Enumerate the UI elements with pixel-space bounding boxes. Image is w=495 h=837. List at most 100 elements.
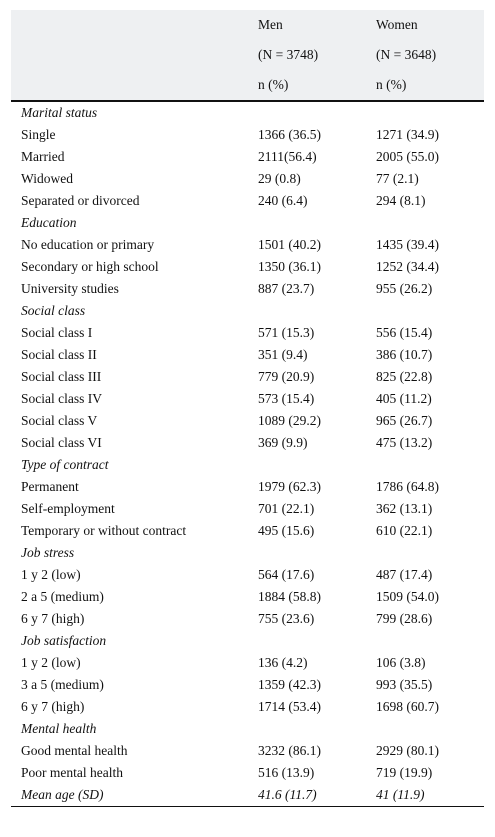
table-row: Temporary or without contract 495 (15.6) 6… — [11, 520, 484, 542]
header-men-unit: n (%) — [257, 70, 375, 102]
women-value: 77 (2.1) — [376, 171, 419, 186]
men-value: 1979 (62.3) — [258, 479, 321, 494]
women-value: 1698 (60.7) — [376, 699, 439, 714]
row-label: 2 a 5 (medium) — [21, 589, 104, 604]
row-label: University studies — [21, 281, 119, 296]
women-value: 362 (13.1) — [376, 501, 433, 516]
table-row: Poor mental health 516 (13.9) 719 (19.9) — [11, 762, 484, 784]
header-empty-cell — [11, 70, 257, 102]
women-value: 386 (10.7) — [376, 347, 433, 362]
row-label: Good mental health — [21, 743, 128, 758]
women-value: 825 (22.8) — [376, 369, 433, 384]
men-value: 1089 (29.2) — [258, 413, 321, 428]
row-label: 6 y 7 (high) — [21, 699, 85, 714]
demographics-table: Men Women (N = 3748) (N = 3648) n (%) n … — [11, 10, 484, 807]
men-value: 573 (15.4) — [258, 391, 315, 406]
row-label: Mean age (SD) — [11, 784, 257, 807]
women-value: 799 (28.6) — [376, 611, 433, 626]
row-label: Married — [21, 149, 65, 164]
section-label: Education — [21, 215, 77, 230]
women-value: 475 (13.2) — [376, 435, 433, 450]
women-value: 556 (15.4) — [376, 325, 433, 340]
table-row: Widowed 29 (0.8) 77 (2.1) — [11, 168, 484, 190]
row-label: 3 a 5 (medium) — [21, 677, 104, 692]
table-row: 6 y 7 (high) 1714 (53.4) 1698 (60.7) — [11, 696, 484, 718]
section-header-row: Marital status — [11, 101, 484, 124]
row-label: No education or primary — [21, 237, 155, 252]
header-row-n: (N = 3748) (N = 3648) — [11, 40, 484, 70]
women-value: 1435 (39.4) — [376, 237, 439, 252]
women-value: 106 (3.8) — [376, 655, 426, 670]
table-row: 1 y 2 (low) 136 (4.2) 106 (3.8) — [11, 652, 484, 674]
row-label: Social class III — [21, 369, 102, 384]
men-value: 571 (15.3) — [258, 325, 315, 340]
table-row: Social class I 571 (15.3) 556 (15.4) — [11, 322, 484, 344]
section-header-row: Education — [11, 212, 484, 234]
men-value: 136 (4.2) — [258, 655, 308, 670]
men-value: 1501 (40.2) — [258, 237, 321, 252]
header-empty-cell — [11, 40, 257, 70]
women-value: 405 (11.2) — [376, 391, 432, 406]
table-header: Men Women (N = 3748) (N = 3648) n (%) n … — [11, 10, 484, 102]
men-value: 1884 (58.8) — [258, 589, 321, 604]
women-value: 1252 (34.4) — [376, 259, 439, 274]
row-label: Separated or divorced — [21, 193, 140, 208]
women-value: 41 (11.9) — [375, 784, 484, 807]
men-value: 887 (23.7) — [258, 281, 315, 296]
women-value: 719 (19.9) — [376, 765, 433, 780]
table-row: Secondary or high school 1350 (36.1) 1252 … — [11, 256, 484, 278]
women-value: 2929 (80.1) — [376, 743, 439, 758]
table-row: Mean age (SD) 41.6 (11.7) 41 (11.9) — [11, 784, 484, 807]
header-men-n: (N = 3748) — [258, 47, 319, 62]
men-value: 3232 (86.1) — [258, 743, 321, 758]
men-value: 1350 (36.1) — [258, 259, 321, 274]
section-label: Marital status — [21, 105, 98, 120]
section-label: Job stress — [21, 545, 75, 560]
men-value: 701 (22.1) — [258, 501, 315, 516]
row-label: Single — [21, 127, 56, 142]
row-label: Social class VI — [21, 435, 102, 450]
row-label: Temporary or without contract — [21, 523, 187, 538]
row-label: Widowed — [21, 171, 73, 186]
section-header-row: Mental health — [11, 718, 484, 740]
header-women-unit: n (%) — [375, 70, 484, 102]
women-value: 993 (35.5) — [376, 677, 433, 692]
header-row-unit: n (%) n (%) — [11, 70, 484, 102]
women-value: 2005 (55.0) — [376, 149, 439, 164]
table-row: Social class V 1089 (29.2) 965 (26.7) — [11, 410, 484, 432]
table-row: University studies 887 (23.7) 955 (26.2) — [11, 278, 484, 300]
table-row: Social class III 779 (20.9) 825 (22.8) — [11, 366, 484, 388]
men-value: 240 (6.4) — [258, 193, 308, 208]
table-row: Permanent 1979 (62.3) 1786 (64.8) — [11, 476, 484, 498]
men-value: 1359 (42.3) — [258, 677, 321, 692]
section-label: Job satisfaction — [21, 633, 107, 648]
section-label: Social class — [21, 303, 86, 318]
women-value: 955 (26.2) — [376, 281, 433, 296]
table-row: Social class II 351 (9.4) 386 (10.7) — [11, 344, 484, 366]
row-label: Self-employment — [21, 501, 115, 516]
women-value: 487 (17.4) — [376, 567, 433, 582]
table-row: 2 a 5 (medium) 1884 (58.8) 1509 (54.0) — [11, 586, 484, 608]
women-value: 294 (8.1) — [376, 193, 426, 208]
section-header-row: Job satisfaction — [11, 630, 484, 652]
row-label: Social class I — [21, 325, 93, 340]
section-label: Type of contract — [21, 457, 109, 472]
women-value: 1786 (64.8) — [376, 479, 439, 494]
row-label: Social class IV — [21, 391, 102, 406]
table-row: 3 a 5 (medium) 1359 (42.3) 993 (35.5) — [11, 674, 484, 696]
men-value: 41.6 (11.7) — [257, 784, 375, 807]
men-value: 29 (0.8) — [258, 171, 301, 186]
section-header-row: Job stress — [11, 542, 484, 564]
men-value: 755 (23.6) — [258, 611, 315, 626]
table-row: Married 2111(56.4) 2005 (55.0) — [11, 146, 484, 168]
men-value: 564 (17.6) — [258, 567, 315, 582]
row-label: Social class II — [21, 347, 97, 362]
women-value: 965 (26.7) — [376, 413, 433, 428]
table-row: Good mental health 3232 (86.1) 2929 (80.1) — [11, 740, 484, 762]
men-value: 779 (20.9) — [258, 369, 315, 384]
men-value: 1714 (53.4) — [258, 699, 321, 714]
demographics-table-container: Men Women (N = 3748) (N = 3648) n (%) n … — [11, 10, 484, 807]
table-body: Marital status Single 1366 (36.5) 1271 (34.… — [11, 101, 484, 807]
header-men: Men — [258, 17, 283, 32]
men-value: 516 (13.9) — [258, 765, 315, 780]
